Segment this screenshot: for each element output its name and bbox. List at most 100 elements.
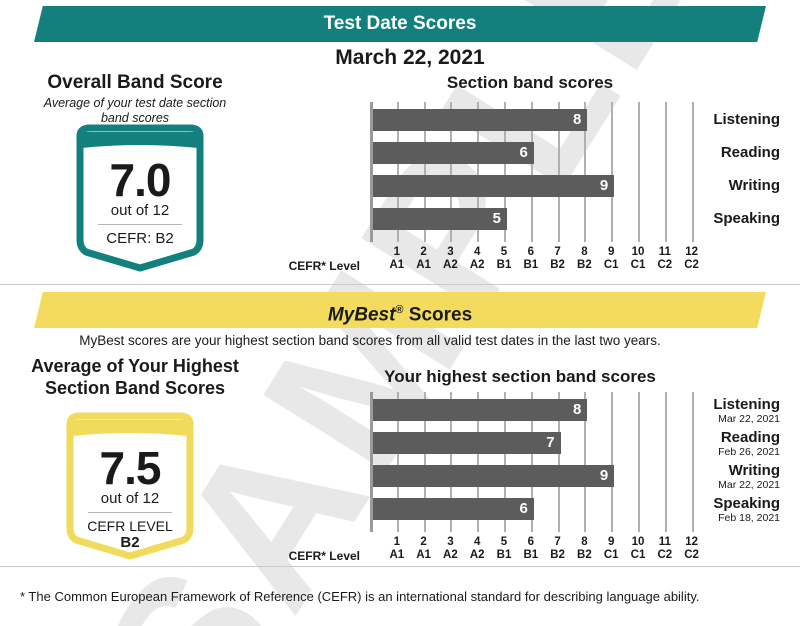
category-name: Speaking (713, 495, 780, 512)
overall-badge-cefr: CEFR: B2 (106, 230, 174, 247)
x-tick-number: 7 (554, 536, 561, 548)
x-tick-cefr-level: B1 (496, 259, 512, 271)
x-tick: 5 B1 (492, 246, 516, 272)
badge-shield-shape-teal (76, 124, 204, 272)
x-tick: 6 B1 (519, 536, 543, 562)
mybest-average-badge: 7.5 out of 12 CEFR LEVEL B2 (62, 410, 198, 560)
x-tick: 5 B1 (492, 536, 516, 562)
gridline (664, 392, 667, 532)
chart-x-axis-label: CEFR* Level (288, 549, 360, 563)
category-name: Speaking (713, 210, 780, 227)
category-label-reading: Reading (694, 144, 790, 161)
x-tick-cefr-level: A2 (469, 549, 485, 561)
gridline (396, 102, 399, 242)
x-tick-cefr-level: B2 (550, 549, 565, 561)
x-tick-cefr-level: A2 (443, 259, 458, 271)
gridline (450, 102, 453, 242)
gridline (423, 392, 426, 532)
gridline (504, 392, 506, 532)
gridline (477, 392, 480, 532)
category-date: Mar 22, 2021 (718, 479, 780, 491)
x-tick: 10 C1 (626, 536, 650, 562)
x-tick-number: 4 (473, 246, 481, 258)
x-tick-cefr-level: C1 (603, 549, 619, 561)
category-label-reading: Reading Feb 26, 2021 (694, 429, 790, 459)
category-name: Reading (720, 429, 780, 446)
x-tick: 3 A2 (438, 536, 462, 562)
x-tick: 2 A1 (412, 536, 436, 562)
highest-section-band-scores-title: Your highest section band scores (384, 367, 656, 386)
x-tick-number: 11 (658, 246, 671, 258)
gridline (638, 392, 640, 532)
average-highest-title: Average of Your Highest Section Band Sco… (10, 355, 260, 399)
x-tick-cefr-level: A1 (389, 259, 405, 271)
category-label-speaking: Speaking (694, 210, 790, 227)
x-tick-number: 4 (473, 536, 481, 548)
gridline (584, 102, 587, 242)
gridline (423, 102, 426, 242)
x-tick: 1 A1 (385, 246, 409, 272)
mybest-scores-suffix-label: Scores (403, 304, 473, 326)
gridline (664, 102, 667, 242)
section-band-scores-chart: 8 6 9 5 Listening Reading Writing Speaking 1 A1… (270, 102, 790, 277)
x-tick-cefr-level: A1 (416, 549, 431, 561)
bar-listening: 8 (373, 109, 588, 131)
test-date-scores-banner-label: Test Date Scores (323, 13, 477, 34)
gridline (450, 392, 453, 532)
x-tick-number: 1 (393, 246, 400, 258)
category-label-listening: Listening Mar 22, 2021 (694, 396, 790, 426)
gridline (611, 392, 614, 532)
gridline (691, 392, 694, 532)
x-tick-cefr-level: A2 (469, 259, 485, 271)
mybest-badge-cefr-label: CEFR LEVEL (87, 518, 173, 534)
category-label-speaking: Speaking Feb 18, 2021 (694, 495, 790, 525)
x-tick: 8 B2 (572, 246, 596, 272)
x-tick: 2 A1 (412, 246, 436, 272)
category-name: Listening (713, 111, 780, 128)
badge-shield-shape-yellow (66, 412, 194, 560)
overall-band-score-badge: 7.0 out of 12 CEFR: B2 (72, 122, 208, 272)
x-tick-number: 5 (500, 536, 508, 548)
category-name: Reading (720, 144, 780, 161)
bar-writing: 9 (373, 175, 615, 197)
average-highest-title-line1: Average of Your Highest (31, 356, 239, 376)
x-tick-number: 9 (607, 536, 615, 548)
x-tick-number: 10 (631, 536, 645, 548)
x-tick-cefr-level: C1 (630, 549, 646, 561)
x-tick: 12 C2 (680, 536, 704, 562)
x-tick-number: 2 (420, 246, 427, 258)
category-name: Writing (728, 177, 780, 194)
x-tick-number: 3 (447, 536, 454, 548)
x-tick-number: 8 (581, 246, 588, 258)
test-date-scores-banner: Test Date Scores (34, 6, 766, 42)
x-tick-number: 10 (631, 246, 645, 258)
bar-reading: 6 (373, 142, 534, 164)
x-tick-number: 11 (658, 536, 671, 548)
gridline (584, 392, 587, 532)
x-tick-cefr-level: A2 (443, 549, 458, 561)
gridline (530, 102, 533, 242)
gridline (557, 392, 560, 532)
gridline (504, 102, 506, 242)
x-tick-cefr-level: B2 (550, 259, 565, 271)
x-tick-number: 9 (607, 246, 615, 258)
mybest-badge-outof: out of 12 (100, 490, 160, 507)
cefr-footnote: * The Common European Framework of Refer… (20, 589, 700, 604)
x-tick: 11 C2 (653, 246, 677, 272)
x-tick: 10 C1 (626, 246, 650, 272)
category-name: Writing (728, 462, 780, 479)
x-tick-cefr-level: A1 (389, 549, 405, 561)
bar-speaking: 5 (373, 208, 507, 230)
overall-band-score-subtitle: Average of your test date section band s… (43, 96, 227, 125)
bar-reading: 7 (373, 432, 561, 454)
x-tick: 4 A2 (465, 246, 489, 272)
overall-badge-score: 7.0 (109, 154, 172, 206)
x-tick-cefr-level: C2 (684, 549, 699, 561)
overall-band-score-title: Overall Band Score (47, 72, 223, 93)
category-name: Listening (713, 396, 780, 413)
overall-badge-outof: out of 12 (110, 202, 170, 219)
gridline (557, 102, 560, 242)
x-tick-cefr-level: B1 (523, 259, 539, 271)
badge-divider (98, 224, 182, 225)
